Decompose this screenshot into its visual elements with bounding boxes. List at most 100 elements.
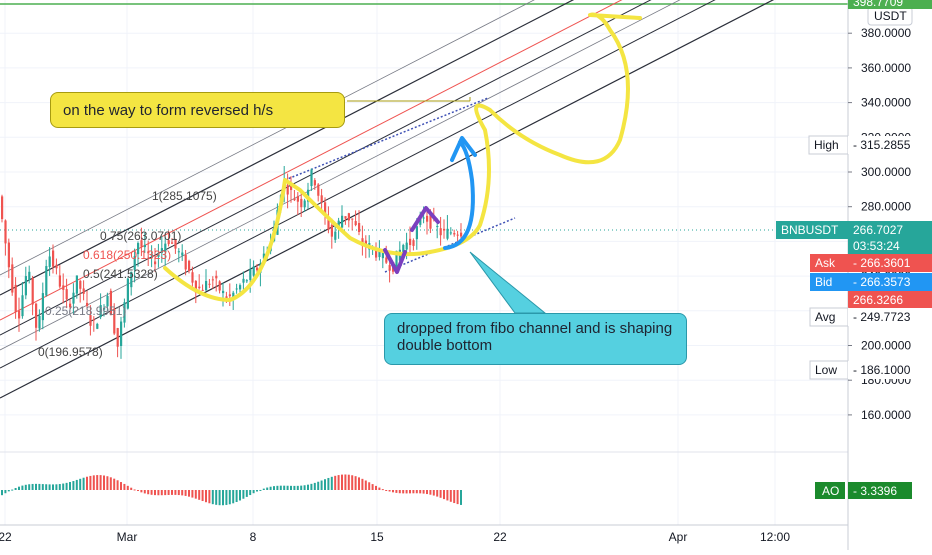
ao-bar [126, 485, 129, 490]
price-label-name: Avg [815, 310, 835, 324]
candle-body [293, 198, 296, 201]
ao-bar [286, 485, 289, 490]
ao-bar [327, 477, 330, 490]
candle [120, 316, 123, 359]
ao-bar [31, 483, 34, 490]
candle [191, 266, 194, 290]
candle-body [167, 240, 170, 245]
candle-body [215, 275, 218, 279]
candle [123, 298, 126, 328]
candle [48, 247, 51, 276]
candle [79, 279, 82, 303]
candle-body [286, 185, 289, 195]
candle-body [130, 271, 133, 288]
price-label-name-box [776, 221, 848, 239]
candle [65, 278, 68, 309]
ao-bar [205, 490, 207, 503]
candle [242, 271, 245, 290]
candle [52, 244, 55, 274]
ao-bar [181, 490, 184, 496]
candle-body [239, 285, 242, 290]
ao-bar [341, 474, 343, 490]
candle-body [330, 225, 333, 237]
ao-bar [1, 490, 3, 496]
ao-bar [79, 478, 82, 490]
candle-body [422, 217, 425, 219]
candle [351, 218, 354, 231]
ao-bar [92, 475, 95, 490]
fib-level-label: 0.5(241.5328) [83, 267, 158, 281]
fib-level-label: 1(285.1075) [152, 189, 217, 203]
candle-body [157, 254, 160, 257]
ao-bar [398, 490, 401, 494]
candle [167, 230, 170, 247]
price-label-bid: Bid - 266.3573 [810, 273, 932, 291]
candle [412, 238, 415, 251]
candle [290, 176, 293, 203]
candle [28, 265, 31, 284]
price-label-value: - 266.3573 [853, 275, 911, 289]
ao-bar [307, 484, 309, 490]
ao-bar [395, 490, 398, 493]
candle-body [409, 238, 412, 246]
ao-bar [75, 479, 78, 490]
ao-bar [72, 481, 75, 490]
candle [409, 226, 412, 255]
candle-body [300, 198, 303, 208]
price-label-value-box [848, 361, 932, 379]
annotation-reversed-hs[interactable]: on the way to form reversed h/s [50, 92, 345, 128]
fib-lower-dotted-line [384, 217, 516, 273]
ao-bar [446, 490, 449, 501]
candle-body [194, 280, 197, 293]
candle-body [184, 254, 187, 270]
ao-bar [422, 490, 425, 494]
candle-body [181, 252, 184, 256]
candle [456, 230, 459, 243]
currency-text: USDT [874, 9, 907, 23]
candle-body [72, 292, 75, 304]
price-label-value: 398.7709 [853, 0, 903, 9]
price-label-name: Low [815, 363, 837, 377]
fib-upper-dotted-line [284, 97, 489, 181]
fib-channel-line [0, 0, 716, 369]
price-label-value-box [848, 0, 932, 9]
candle [160, 235, 163, 263]
candle [208, 278, 211, 289]
candle [130, 271, 133, 296]
ao-bar [361, 478, 364, 490]
candle-body [35, 303, 38, 328]
candle-body [341, 215, 344, 228]
candle-body [38, 315, 41, 329]
price-label-ask: Ask - 266.3601 [810, 254, 932, 272]
candle [300, 189, 303, 218]
candle-body [249, 269, 252, 280]
ao-bar [388, 490, 391, 492]
annotation-double-bottom[interactable]: dropped from fibo channel and is shaping… [384, 313, 687, 365]
candle-body [177, 251, 180, 253]
ao-bar [310, 483, 313, 490]
ao-bar [242, 490, 245, 499]
candle-body [188, 260, 191, 272]
candle-body [317, 184, 320, 196]
candle [113, 303, 116, 336]
candle-body [106, 295, 109, 307]
ao-bar [368, 482, 371, 490]
fib-channel-line [0, 0, 535, 276]
ao-bar [7, 490, 10, 492]
candle [143, 232, 146, 253]
candle [11, 257, 14, 296]
price-label-value-box [848, 221, 932, 255]
ao-bar [290, 485, 292, 490]
ao-bar [235, 490, 238, 503]
candle [205, 269, 208, 291]
ao-bar [218, 490, 221, 506]
candle-body [439, 228, 442, 236]
ao-bar [283, 485, 286, 490]
price-label-name: High [814, 138, 839, 152]
price-label-value: - 315.2855 [853, 138, 911, 152]
candle [133, 248, 136, 283]
candle-body [86, 302, 89, 306]
candle [252, 260, 255, 277]
